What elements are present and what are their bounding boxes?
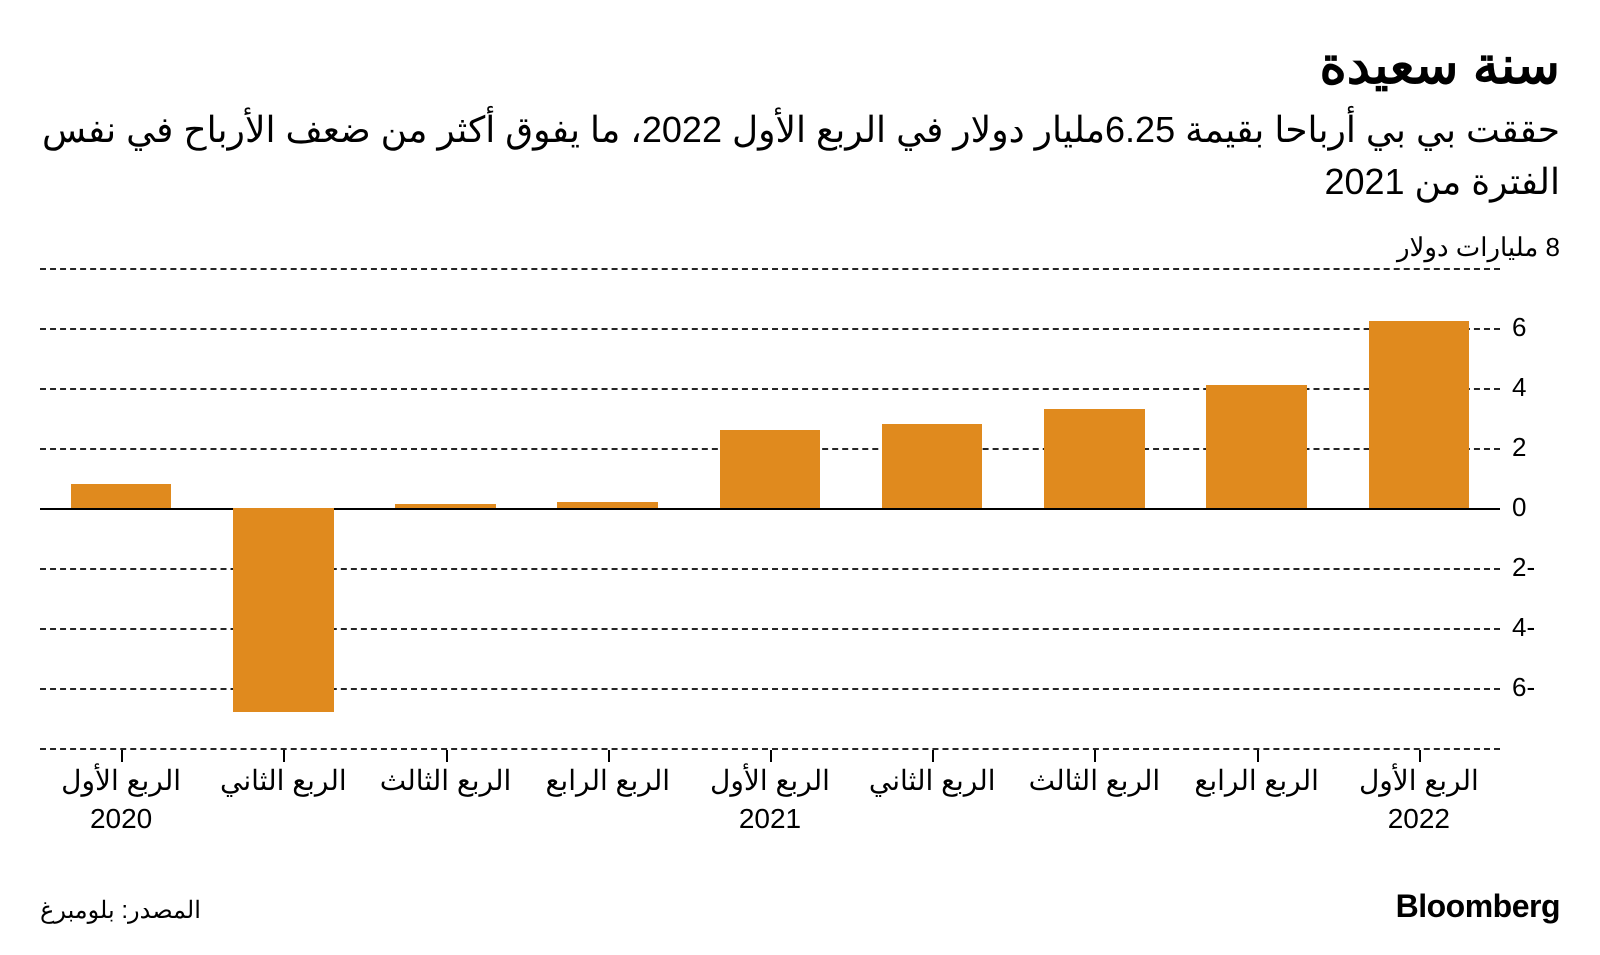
source-attribution: المصدر: بلومبرغ — [40, 896, 201, 925]
bloomberg-logo: Bloomberg — [1396, 888, 1560, 925]
x-tick-label: الربع الأول2021 — [689, 762, 851, 838]
x-tick-label-line2: 2021 — [689, 800, 851, 838]
x-tick-mark — [1094, 750, 1096, 762]
x-tick-mark — [932, 750, 934, 762]
bar — [71, 484, 172, 508]
y-tick-label: 6 — [1512, 312, 1526, 343]
gridline — [40, 268, 1500, 270]
bar — [395, 504, 496, 509]
chart-area: 8 مليارات دولار 64202-4-6- الربع الأول20… — [40, 232, 1560, 842]
x-tick-label: الربع الأول2020 — [40, 762, 202, 838]
x-tick-label-line1: الربع الثاني — [851, 762, 1013, 800]
y-tick-label: 2- — [1512, 552, 1535, 583]
x-tick-label-line1: الربع الأول — [40, 762, 202, 800]
y-tick-label: 4- — [1512, 612, 1535, 643]
y-tick-label: 2 — [1512, 432, 1526, 463]
x-tick-mark — [1419, 750, 1421, 762]
bar — [1206, 385, 1307, 508]
y-tick-label: 0 — [1512, 492, 1526, 523]
bar — [882, 424, 983, 508]
x-tick-label-line2: 2020 — [40, 800, 202, 838]
chart-container: سنة سعيدة حققت بي بي أرباحا بقيمة 6.25مل… — [0, 0, 1600, 955]
x-tick-label-line1: الربع الثاني — [202, 762, 364, 800]
x-tick-label: الربع الثالث — [1013, 762, 1175, 800]
x-tick-label-line1: الربع الثالث — [1013, 762, 1175, 800]
x-tick-mark — [1257, 750, 1259, 762]
bar — [233, 508, 334, 712]
y-tick-label: 4 — [1512, 372, 1526, 403]
x-tick-label: الربع الرابع — [1176, 762, 1338, 800]
x-tick-label: الربع الرابع — [527, 762, 689, 800]
bar — [720, 430, 821, 508]
x-tick-mark — [608, 750, 610, 762]
x-tick-mark — [283, 750, 285, 762]
x-tick-label: الربع الثاني — [851, 762, 1013, 800]
x-tick-mark — [121, 750, 123, 762]
x-tick-label-line1: الربع الأول — [1338, 762, 1500, 800]
plot-region: 64202-4-6- — [40, 268, 1500, 748]
x-tick-label: الربع الأول2022 — [1338, 762, 1500, 838]
x-tick-label-line1: الربع الرابع — [1176, 762, 1338, 800]
y-axis-unit-label: 8 مليارات دولار — [1397, 232, 1560, 263]
x-tick-label-line1: الربع الأول — [689, 762, 851, 800]
x-tick-label-line1: الربع الثالث — [364, 762, 526, 800]
chart-title: سنة سعيدة — [40, 36, 1560, 96]
bar — [1044, 409, 1145, 508]
chart-subtitle: حققت بي بي أرباحا بقيمة 6.25مليار دولار … — [40, 104, 1560, 208]
x-tick-mark — [770, 750, 772, 762]
x-tick-label-line1: الربع الرابع — [527, 762, 689, 800]
bar — [1369, 321, 1470, 509]
x-tick-label-line2: 2022 — [1338, 800, 1500, 838]
x-tick-label: الربع الثالث — [364, 762, 526, 800]
x-tick-label: الربع الثاني — [202, 762, 364, 800]
bar — [557, 502, 658, 508]
y-tick-label: 6- — [1512, 672, 1535, 703]
x-tick-mark — [446, 750, 448, 762]
gridline — [40, 328, 1500, 330]
chart-footer: المصدر: بلومبرغ Bloomberg — [40, 888, 1560, 925]
